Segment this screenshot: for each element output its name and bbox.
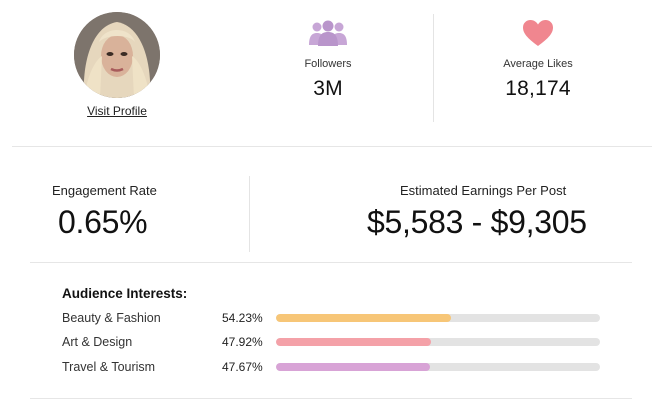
interest-bar-fill (276, 363, 431, 371)
followers-label: Followers (304, 58, 352, 70)
heart-icon (463, 18, 613, 48)
engagement-rate-label: Engagement Rate (52, 183, 157, 198)
followers-stat: Followers 3M (253, 18, 403, 101)
section-divider (30, 262, 632, 263)
interest-bar-track (276, 338, 600, 346)
estimated-earnings-value: $5,583 - $9,305 (367, 204, 587, 240)
users-icon (253, 18, 403, 48)
divider (433, 14, 434, 122)
engagement-rate-value: 0.65% (58, 204, 148, 240)
interest-name: Travel & Tourism (62, 360, 156, 374)
interest-bar-track (276, 363, 600, 371)
interest-bar-fill (276, 338, 431, 346)
interest-row: Travel & Tourism 47.67% (62, 360, 602, 376)
interest-percent: 47.67% (222, 360, 263, 374)
audience-interests-title: Audience Interests: (62, 286, 188, 301)
followers-value: 3M (313, 77, 343, 100)
section-divider (30, 398, 632, 399)
interest-name: Beauty & Fashion (62, 311, 161, 325)
avatar[interactable] (74, 12, 160, 98)
profile-block: Visit Profile (72, 12, 162, 120)
interest-name: Art & Design (62, 335, 133, 349)
interest-percent: 54.23% (222, 311, 263, 325)
average-likes-label: Average Likes (503, 58, 573, 70)
average-likes-stat: Average Likes 18,174 (463, 18, 613, 101)
interest-row: Art & Design 47.92% (62, 335, 602, 351)
estimated-earnings-label: Estimated Earnings Per Post (400, 183, 567, 198)
interest-bar-fill (276, 314, 451, 322)
section-divider (12, 146, 652, 147)
divider (249, 176, 250, 252)
interest-row: Beauty & Fashion 54.23% (62, 311, 602, 327)
average-likes-value: 18,174 (505, 77, 571, 100)
interest-bar-track (276, 314, 600, 322)
interest-percent: 47.92% (222, 335, 263, 349)
visit-profile-link[interactable]: Visit Profile (87, 104, 147, 118)
profile-stats-header: Visit Profile Followers 3M Average Likes… (0, 0, 665, 140)
